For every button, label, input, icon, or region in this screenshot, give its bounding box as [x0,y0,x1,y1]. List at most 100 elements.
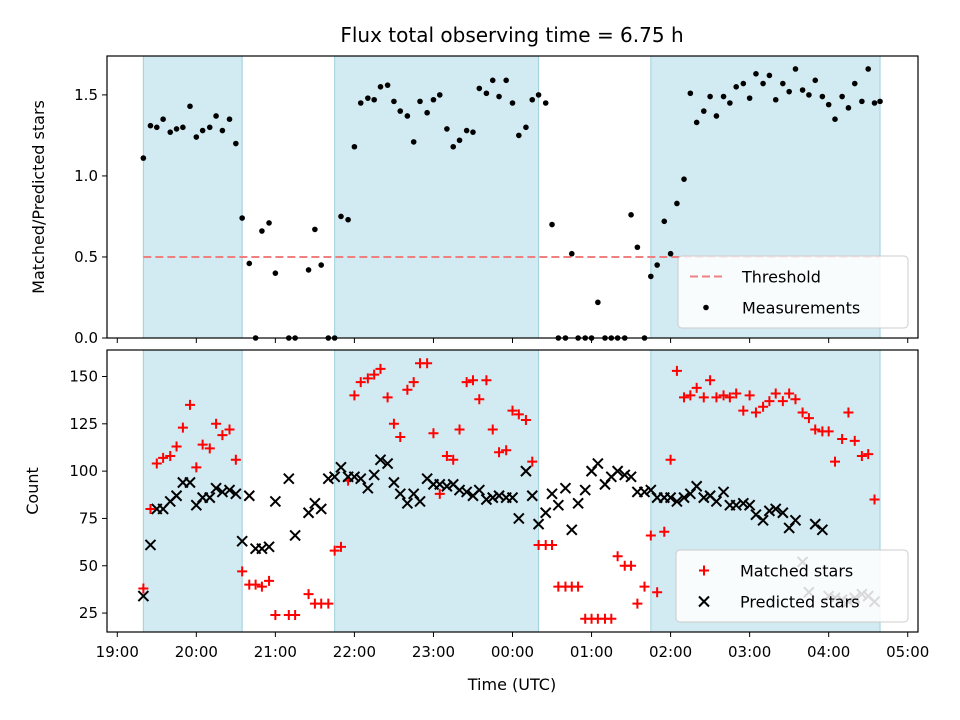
predicted-star-point [611,465,624,477]
measurement-point [720,93,727,100]
matched-star-point [454,424,465,435]
matched-star-point [810,424,821,435]
measurement-point [674,200,680,207]
x-axis-label: Time (UTC) [467,675,556,694]
legend-predicted-swatch [698,595,710,608]
predicted-star-point [348,471,361,483]
measurement-point [404,113,411,119]
predicted-star-point [256,543,268,555]
measurement-point [318,262,325,268]
legend-measurement-swatch [703,304,709,311]
matched-star-point [204,443,215,454]
matched-star-point [448,454,459,465]
predicted-star-point [678,491,690,504]
measurement-point [417,98,423,105]
matched-star-point [349,390,360,401]
predicted-star-point [170,490,183,502]
matched-star-point [797,407,808,418]
measurement-point [397,108,404,114]
matched-star-point [138,583,149,594]
measurement-point [871,100,878,106]
x-tick-label: 05:00 [886,643,929,661]
matched-star-point [777,396,788,407]
measurement-point [430,96,437,103]
measurement-point [628,212,634,218]
measurement-point [595,299,601,306]
predicted-star-point [204,491,216,504]
legend: Threshold Measurements [677,255,909,329]
measurement-point [470,129,476,135]
matched-star-point [388,418,399,429]
matched-star-point [461,377,472,388]
matched-star-point [382,392,393,403]
predicted-star-point [243,490,255,502]
measurement-point [667,250,674,257]
measurement-point [351,143,358,150]
predicted-star-point [283,472,295,485]
measurement-point [681,176,687,182]
matched-star-point [652,587,663,598]
predicted-star-point [638,486,651,498]
predicted-star-point [144,539,157,551]
matched-star-point [177,422,188,433]
matched-star-point [665,454,676,465]
x-tick-label: 04:00 [807,643,850,661]
matched-star-point [659,526,670,537]
predicted-star-point [572,497,584,510]
measurement-point [549,221,555,228]
legend-label: Measurements [742,299,860,318]
predicted-star-point [374,454,387,466]
measurement-point [792,66,799,72]
predicted-star-point [223,484,236,496]
predicted-star-point [671,495,683,508]
predicted-star-point [592,457,604,470]
measurement-point [634,244,641,251]
predicted-star-point [757,514,769,527]
predicted-star-point [625,471,637,483]
matched-star-point [863,449,874,460]
measurement-point [687,90,694,97]
y-tick-label: 25 [79,604,98,622]
predicted-star-point [230,488,242,500]
matched-star-point [770,388,781,399]
predicted-star-point [664,491,677,504]
matched-star-point [626,560,637,571]
matched-star-point [718,390,729,401]
matched-star-point [685,390,696,401]
x-tick-label: 02:00 [649,643,692,661]
predicted-star-point [816,524,829,536]
legend-box [675,549,909,623]
ratio-panel: 0.0 0.5 1.0 1.5 Matched/Predicted stars Thres… [29,55,919,347]
y-axis-label: Matched/Predicted stars [29,100,48,294]
predicted-star-point [763,505,776,517]
measurement-point [746,95,753,101]
shaded-interval [142,349,243,633]
measurement-point [516,132,522,139]
predicted-star-point [434,478,446,491]
predicted-star-point [493,490,505,502]
measurement-point [444,126,450,132]
predicted-star-point [698,491,710,504]
matched-star-point [698,392,709,403]
predicted-star-point [289,529,301,542]
y-tick-label: 125 [69,415,98,433]
predicted-star-point [710,495,723,508]
measurement-point [877,98,883,105]
predicted-star-point [441,480,453,492]
measurement-point [180,124,186,131]
measurement-point [700,108,707,114]
predicted-star-point [579,484,591,496]
matched-star-point [758,401,769,412]
predicted-star-point [526,490,538,502]
matched-star-point [402,384,413,395]
predicted-star-point [559,482,572,494]
matched-star-point [830,456,841,467]
y-tick-label: 150 [69,367,98,385]
predicted-star-point [480,493,493,506]
matched-star-point [290,609,301,620]
x-tick-label: 23:00 [412,643,455,661]
measurement-point [496,93,502,100]
measurement-point [259,228,265,234]
matched-star-point [632,598,643,609]
x-tick-label: 20:00 [175,643,218,661]
